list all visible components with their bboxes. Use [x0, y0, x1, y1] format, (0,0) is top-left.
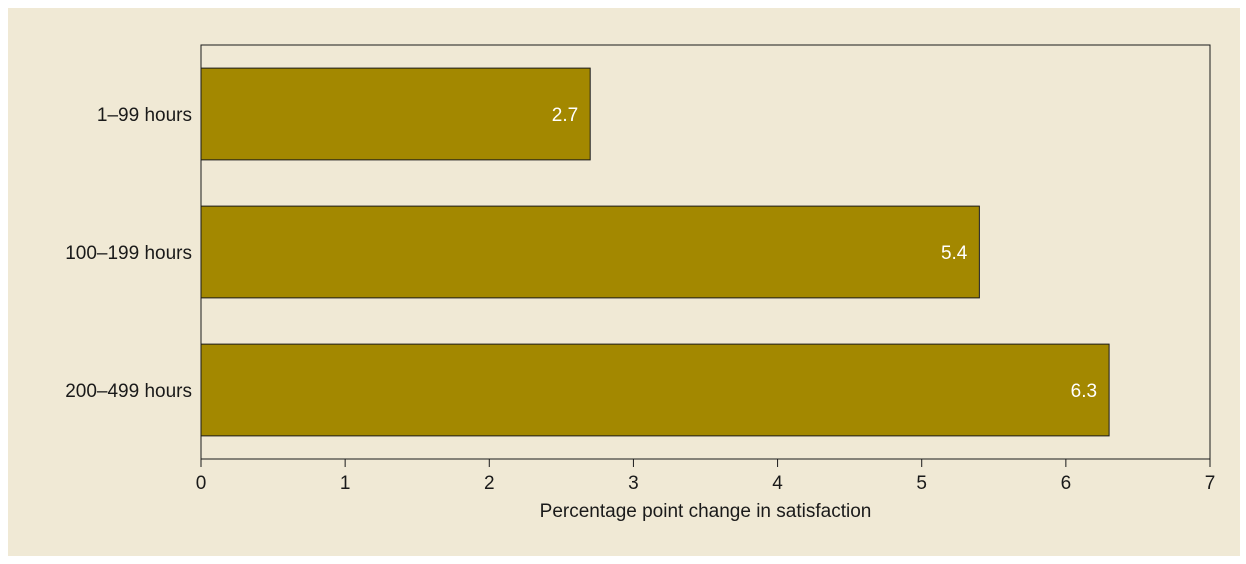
data-label: 5.4	[941, 243, 968, 264]
x-tick-label: 0	[196, 473, 207, 494]
category-label: 100–199 hours	[65, 243, 192, 264]
data-label: 6.3	[1071, 381, 1097, 402]
x-tick-label: 3	[628, 473, 639, 494]
x-tick-label: 2	[484, 473, 495, 494]
bar-2	[200, 205, 980, 299]
x-axis-ticks: 0 1 2 3 4 5 6 7	[196, 459, 1216, 494]
x-tick-label: 4	[772, 473, 783, 494]
x-tick-label: 1	[340, 473, 351, 494]
category-label: 1–99 hours	[97, 105, 192, 126]
x-tick-label: 6	[1061, 473, 1072, 494]
plot-frame	[200, 44, 1211, 460]
category-label: 200–499 hours	[65, 381, 192, 402]
bar-3	[200, 343, 1110, 437]
x-tick-label: 5	[916, 473, 927, 494]
x-axis-title: Percentage point change in satisfaction	[540, 501, 872, 522]
x-tick-label: 7	[1205, 473, 1216, 494]
chart-figure: 1–99 hours 100–199 hours 200–499 hours 2.7…	[8, 8, 1240, 556]
category-labels: 1–99 hours 100–199 hours 200–499 hours	[65, 105, 192, 402]
bar-chart: 1–99 hours 100–199 hours 200–499 hours 2.7…	[8, 8, 1240, 556]
data-label: 2.7	[552, 105, 578, 126]
data-labels: 2.7 5.4 6.3	[552, 105, 1097, 402]
bars-group	[200, 67, 1110, 437]
bar-1	[200, 67, 591, 161]
